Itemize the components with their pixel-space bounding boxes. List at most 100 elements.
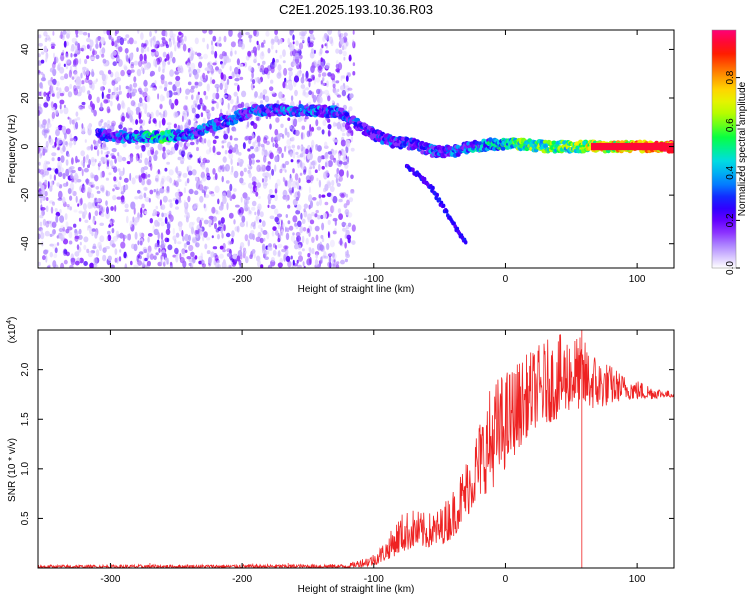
noise-speckle [262, 230, 268, 235]
noise-speckle [278, 91, 283, 99]
noise-speckle [90, 56, 95, 61]
noise-speckle [255, 116, 260, 121]
noise-speckle [347, 72, 352, 78]
noise-speckle [263, 237, 266, 242]
noise-speckle [180, 67, 184, 74]
noise-speckle [157, 217, 163, 222]
noise-speckle [111, 40, 115, 47]
noise-speckle [186, 108, 189, 114]
noise-speckle [321, 194, 326, 198]
noise-speckle [49, 200, 54, 204]
noise-speckle [144, 210, 148, 215]
noise-speckle [302, 261, 305, 267]
noise-speckle [229, 65, 232, 72]
noise-speckle [153, 228, 159, 236]
noise-speckle [60, 31, 63, 40]
noise-speckle [311, 247, 315, 255]
noise-speckle [210, 50, 215, 55]
noise-speckle [260, 44, 265, 48]
branch-cell [437, 197, 442, 202]
noise-speckle [250, 230, 255, 235]
noise-speckle [253, 252, 256, 259]
noise-speckle [320, 214, 324, 220]
noise-speckle [260, 164, 265, 172]
noise-speckle [93, 257, 98, 266]
noise-speckle [276, 213, 283, 218]
noise-speckle [282, 189, 288, 197]
noise-speckle [178, 31, 182, 36]
noise-speckle [92, 243, 97, 249]
x-tick-label: -300 [100, 574, 120, 585]
noise-speckle [81, 168, 84, 177]
noise-speckle [173, 92, 178, 96]
noise-speckle [208, 222, 212, 228]
noise-speckle [327, 30, 333, 35]
noise-speckle [305, 70, 309, 79]
noise-speckle [224, 150, 228, 155]
noise-speckle [341, 45, 345, 51]
noise-speckle [279, 258, 284, 264]
noise-speckle [150, 163, 153, 171]
noise-speckle [118, 84, 121, 91]
noise-speckle [342, 150, 347, 158]
noise-speckle [221, 145, 224, 149]
noise-speckle [74, 232, 78, 237]
noise-speckle [174, 247, 179, 255]
noise-speckle [53, 174, 57, 181]
noise-speckle [203, 185, 207, 194]
noise-speckle [166, 122, 172, 126]
noise-speckle [163, 109, 168, 118]
noise-speckle [50, 180, 54, 188]
noise-speckle [186, 62, 191, 68]
noise-speckle [285, 180, 288, 187]
noise-speckle [233, 188, 237, 192]
noise-speckle [211, 235, 214, 239]
noise-speckle [317, 155, 322, 163]
noise-speckle [128, 37, 134, 45]
noise-speckle [296, 155, 301, 158]
noise-speckle [140, 166, 145, 174]
noise-speckle [279, 54, 283, 59]
noise-speckle [338, 213, 343, 221]
noise-speckle [57, 137, 63, 145]
noise-speckle [60, 234, 65, 242]
noise-speckle [318, 179, 322, 188]
noise-speckle [287, 67, 293, 72]
noise-speckle [157, 243, 160, 248]
noise-speckle [272, 142, 275, 148]
noise-speckle [314, 169, 318, 173]
noise-speckle [332, 217, 338, 222]
branch-cell [441, 203, 446, 208]
noise-speckle [274, 143, 279, 149]
noise-speckle [44, 37, 48, 43]
noise-speckle [307, 36, 311, 44]
noise-speckle [61, 196, 66, 204]
noise-speckle [83, 156, 86, 164]
noise-speckle [138, 195, 143, 200]
noise-speckle [101, 71, 104, 77]
noise-speckle [139, 90, 144, 95]
noise-speckle [84, 139, 87, 143]
noise-speckle [169, 51, 173, 59]
noise-speckle [344, 234, 347, 239]
noise-speckle [317, 263, 321, 268]
noise-speckle [83, 236, 89, 243]
noise-speckle [166, 186, 170, 191]
noise-speckle [187, 170, 193, 176]
noise-speckle [169, 214, 174, 222]
noise-speckle [328, 256, 332, 263]
noise-speckle [138, 119, 143, 124]
noise-speckle [39, 169, 45, 175]
noise-speckle [315, 144, 319, 151]
noise-speckle [287, 260, 292, 268]
noise-speckle [282, 176, 285, 183]
noise-speckle [294, 222, 298, 227]
noise-speckle [57, 165, 61, 174]
noise-speckle [274, 245, 278, 250]
noise-speckle [139, 53, 143, 62]
noise-speckle [226, 78, 230, 86]
noise-speckle [343, 37, 347, 44]
noise-speckle [291, 136, 295, 142]
noise-speckle [99, 86, 104, 92]
